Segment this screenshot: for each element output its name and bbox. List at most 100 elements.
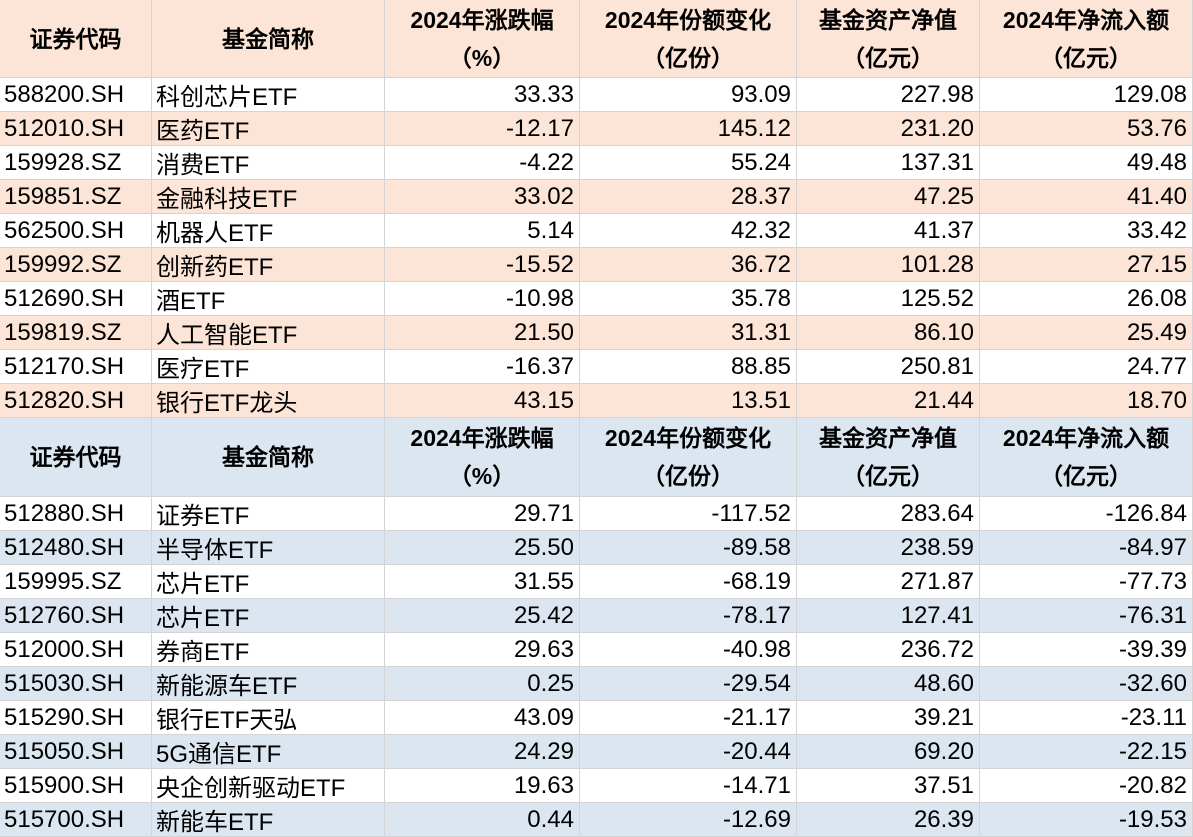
text-cell: 央企创新驱动ETF	[152, 769, 385, 803]
number-cell: 125.52	[797, 282, 980, 316]
text-cell: 512000.SH	[0, 633, 152, 667]
text-cell: 酒ETF	[152, 282, 385, 316]
text-cell: 新能源车ETF	[152, 667, 385, 701]
text-cell: 半导体ETF	[152, 531, 385, 565]
number-cell: 86.10	[797, 316, 980, 350]
number-cell: 101.28	[797, 248, 980, 282]
text-cell: 新能车ETF	[152, 803, 385, 837]
number-cell: -29.54	[580, 667, 797, 701]
header-text: （亿份）	[642, 44, 734, 71]
text-cell: 银行ETF天弘	[152, 701, 385, 735]
header-cell: 2024年净流入额 （亿元）	[980, 0, 1193, 78]
number-cell: 27.15	[980, 248, 1193, 282]
number-cell: 0.44	[385, 803, 580, 837]
header-cell: 2024年涨跌幅 （%）	[385, 418, 580, 497]
number-cell: -14.71	[580, 769, 797, 803]
number-cell: 127.41	[797, 599, 980, 633]
number-cell: -16.37	[385, 350, 580, 384]
text-cell: 消费ETF	[152, 146, 385, 180]
header-text: （亿元）	[842, 44, 934, 71]
number-cell: 26.08	[980, 282, 1193, 316]
number-cell: -68.19	[580, 565, 797, 599]
number-cell: 129.08	[980, 78, 1193, 112]
text-cell: 512820.SH	[0, 384, 152, 418]
number-cell: -20.82	[980, 769, 1193, 803]
number-cell: 49.48	[980, 146, 1193, 180]
number-cell: -40.98	[580, 633, 797, 667]
number-cell: 93.09	[580, 78, 797, 112]
text-cell: 科创芯片ETF	[152, 78, 385, 112]
header-text: 2024年份额变化	[604, 6, 772, 33]
number-cell: 137.31	[797, 146, 980, 180]
number-cell: 25.49	[980, 316, 1193, 350]
text-cell: 医疗ETF	[152, 350, 385, 384]
header-text: 基金简称	[222, 444, 314, 470]
number-cell: 37.51	[797, 769, 980, 803]
number-cell: -117.52	[580, 497, 797, 531]
number-cell: -19.53	[980, 803, 1193, 837]
number-cell: 35.78	[580, 282, 797, 316]
number-cell: 231.20	[797, 112, 980, 146]
header-text: （亿元）	[1040, 463, 1132, 489]
number-cell: 31.31	[580, 316, 797, 350]
number-cell: 21.50	[385, 316, 580, 350]
text-cell: 159819.SZ	[0, 316, 152, 350]
number-cell: 13.51	[580, 384, 797, 418]
header-text: 2024年净流入额	[1002, 6, 1170, 33]
text-cell: 银行ETF龙头	[152, 384, 385, 418]
number-cell: 36.72	[580, 248, 797, 282]
text-cell: 515290.SH	[0, 701, 152, 735]
header-cell: 2024年涨跌幅 （%）	[385, 0, 580, 78]
number-cell: -126.84	[980, 497, 1193, 531]
number-cell: 24.29	[385, 735, 580, 769]
text-cell: 芯片ETF	[152, 565, 385, 599]
number-cell: 271.87	[797, 565, 980, 599]
number-cell: 39.21	[797, 701, 980, 735]
number-cell: 47.25	[797, 180, 980, 214]
number-cell: 25.42	[385, 599, 580, 633]
text-cell: 159995.SZ	[0, 565, 152, 599]
header-text: （%）	[448, 463, 516, 489]
header-cell: 2024年净流入额 （亿元）	[980, 418, 1193, 497]
number-cell: 19.63	[385, 769, 580, 803]
number-cell: 42.32	[580, 214, 797, 248]
text-cell: 5G通信ETF	[152, 735, 385, 769]
number-cell: 55.24	[580, 146, 797, 180]
header-text: （亿份）	[642, 463, 734, 489]
number-cell: 0.25	[385, 667, 580, 701]
number-cell: 31.55	[385, 565, 580, 599]
text-cell: 515900.SH	[0, 769, 152, 803]
header-text: 基金简称	[222, 25, 314, 52]
number-cell: 227.98	[797, 78, 980, 112]
header-text: 基金资产净值	[819, 6, 957, 33]
header-cell: 证券代码	[0, 0, 152, 78]
number-cell: -21.17	[580, 701, 797, 735]
number-cell: 238.59	[797, 531, 980, 565]
number-cell: 43.09	[385, 701, 580, 735]
header-cell: 基金简称	[152, 0, 385, 78]
number-cell: 48.60	[797, 667, 980, 701]
number-cell: -76.31	[980, 599, 1193, 633]
text-cell: 159851.SZ	[0, 180, 152, 214]
text-cell: 562500.SH	[0, 214, 152, 248]
number-cell: -15.52	[385, 248, 580, 282]
text-cell: 券商ETF	[152, 633, 385, 667]
header-text: 证券代码	[29, 25, 122, 52]
text-cell: 512170.SH	[0, 350, 152, 384]
text-cell: 515030.SH	[0, 667, 152, 701]
text-cell: 512880.SH	[0, 497, 152, 531]
number-cell: 283.64	[797, 497, 980, 531]
number-cell: -32.60	[980, 667, 1193, 701]
number-cell: 5.14	[385, 214, 580, 248]
number-cell: 236.72	[797, 633, 980, 667]
text-cell: 人工智能ETF	[152, 316, 385, 350]
header-text: 基金资产净值	[819, 425, 957, 451]
number-cell: 29.63	[385, 633, 580, 667]
number-cell: 28.37	[580, 180, 797, 214]
header-cell: 基金资产净值 （亿元）	[797, 418, 980, 497]
text-cell: 医药ETF	[152, 112, 385, 146]
text-cell: 512760.SH	[0, 599, 152, 633]
number-cell: 33.02	[385, 180, 580, 214]
header-text: 2024年涨跌幅	[410, 425, 554, 451]
